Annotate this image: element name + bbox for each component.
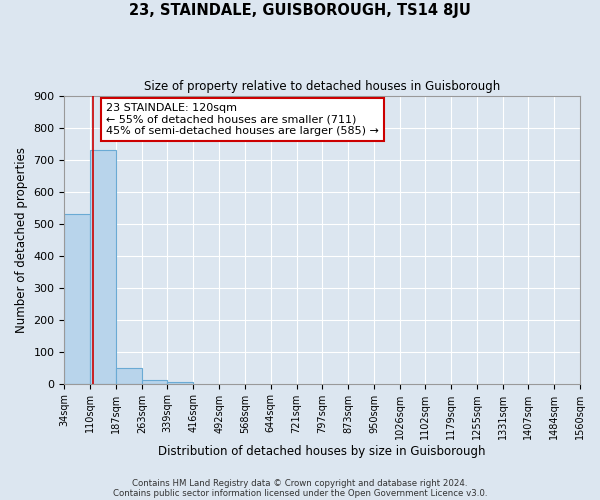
Text: 23 STAINDALE: 120sqm
← 55% of detached houses are smaller (711)
45% of semi-deta: 23 STAINDALE: 120sqm ← 55% of detached h… <box>106 103 379 136</box>
Bar <box>167 382 193 384</box>
Bar <box>64 214 90 384</box>
Bar <box>116 368 142 384</box>
Y-axis label: Number of detached properties: Number of detached properties <box>15 146 28 332</box>
Bar <box>142 380 167 384</box>
Text: Contains HM Land Registry data © Crown copyright and database right 2024.: Contains HM Land Registry data © Crown c… <box>132 478 468 488</box>
Text: Contains public sector information licensed under the Open Government Licence v3: Contains public sector information licen… <box>113 488 487 498</box>
Bar <box>90 150 116 384</box>
Text: 23, STAINDALE, GUISBOROUGH, TS14 8JU: 23, STAINDALE, GUISBOROUGH, TS14 8JU <box>129 2 471 18</box>
X-axis label: Distribution of detached houses by size in Guisborough: Distribution of detached houses by size … <box>158 444 486 458</box>
Title: Size of property relative to detached houses in Guisborough: Size of property relative to detached ho… <box>144 80 500 93</box>
